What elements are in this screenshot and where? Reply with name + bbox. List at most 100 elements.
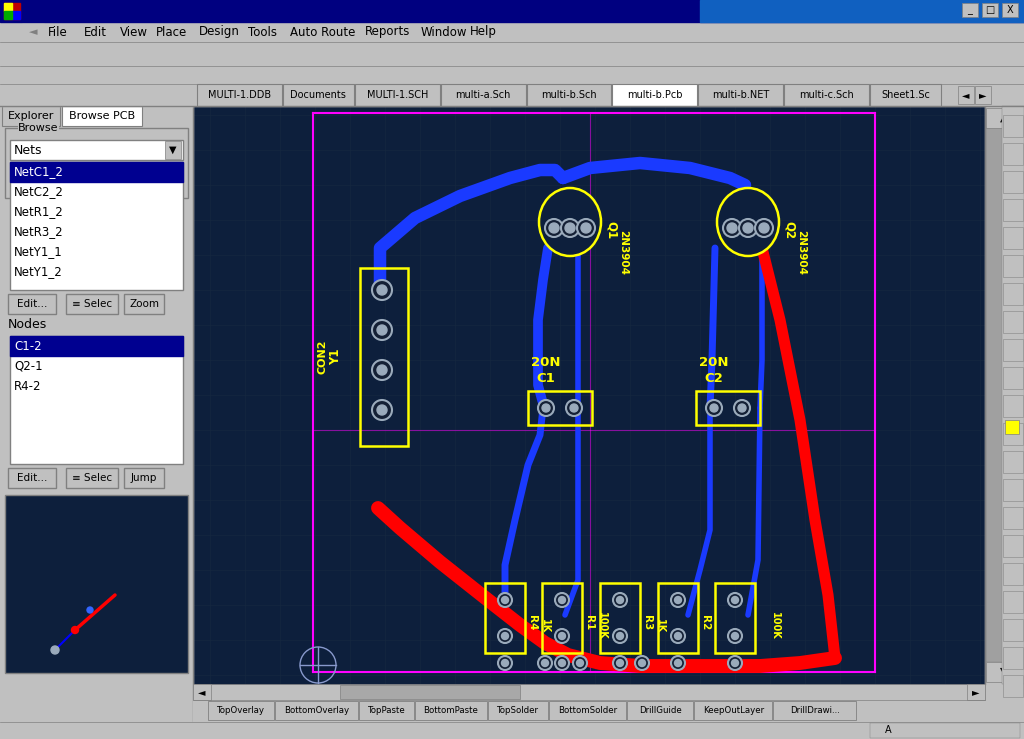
Bar xyxy=(10,336,183,356)
Bar xyxy=(986,128,1022,662)
Bar xyxy=(197,84,282,106)
Bar xyxy=(4,3,12,11)
Circle shape xyxy=(613,593,627,607)
Bar xyxy=(0,722,1024,739)
Text: File: File xyxy=(48,26,68,38)
Text: Nets: Nets xyxy=(14,143,43,157)
Circle shape xyxy=(555,593,569,607)
Text: ►: ► xyxy=(979,90,987,100)
Text: NetC1_2: NetC1_2 xyxy=(14,166,63,179)
Text: CON2: CON2 xyxy=(317,340,327,374)
Circle shape xyxy=(613,629,627,643)
Bar xyxy=(869,84,941,106)
Text: NetY1_2: NetY1_2 xyxy=(14,265,62,279)
Bar xyxy=(485,583,525,653)
Text: X: X xyxy=(1007,5,1014,15)
Text: A: A xyxy=(885,725,892,735)
Bar xyxy=(1002,479,1023,501)
Text: KeepOutLayer: KeepOutLayer xyxy=(702,706,764,715)
Text: BottomOverlay: BottomOverlay xyxy=(284,706,349,715)
Circle shape xyxy=(728,656,742,670)
Bar xyxy=(526,84,611,106)
Bar xyxy=(0,106,193,739)
Text: NetR1_2: NetR1_2 xyxy=(14,205,63,219)
Text: 20N: 20N xyxy=(531,355,561,369)
Circle shape xyxy=(502,659,509,667)
Bar xyxy=(1002,283,1023,305)
Bar xyxy=(658,583,698,653)
Circle shape xyxy=(731,659,738,667)
Circle shape xyxy=(616,596,624,604)
Bar xyxy=(1002,451,1023,473)
Bar xyxy=(8,294,56,314)
Text: Edit...: Edit... xyxy=(16,473,47,483)
Bar xyxy=(773,701,856,720)
Text: 2N3904: 2N3904 xyxy=(796,230,806,274)
Circle shape xyxy=(565,223,575,233)
Text: TopPaste: TopPaste xyxy=(368,706,406,715)
Bar xyxy=(165,141,181,159)
Bar xyxy=(1002,367,1023,389)
Bar xyxy=(4,3,20,19)
Bar xyxy=(612,84,697,106)
Circle shape xyxy=(549,223,559,233)
Text: Y1: Y1 xyxy=(330,349,342,365)
Bar xyxy=(1002,675,1023,697)
Text: R4-2: R4-2 xyxy=(14,380,42,392)
Circle shape xyxy=(616,633,624,639)
Text: multi-b.Sch: multi-b.Sch xyxy=(542,90,597,100)
Bar xyxy=(10,162,183,290)
Text: Browse: Browse xyxy=(18,123,58,133)
Bar xyxy=(600,583,640,653)
Text: 100K: 100K xyxy=(597,612,607,640)
Circle shape xyxy=(577,659,584,667)
Bar xyxy=(124,468,164,488)
Circle shape xyxy=(542,659,549,667)
Text: ►: ► xyxy=(972,687,980,697)
Circle shape xyxy=(671,629,685,643)
Circle shape xyxy=(377,285,387,295)
Circle shape xyxy=(545,219,563,237)
Text: ▲: ▲ xyxy=(999,113,1009,123)
Bar xyxy=(715,583,755,653)
Text: MULTI-1.SCH: MULTI-1.SCH xyxy=(367,90,428,100)
Circle shape xyxy=(613,656,627,670)
Bar xyxy=(340,685,520,699)
Bar xyxy=(1002,423,1023,445)
Ellipse shape xyxy=(539,188,601,256)
Bar xyxy=(698,84,783,106)
Bar xyxy=(4,11,12,19)
Circle shape xyxy=(577,219,595,237)
Text: View: View xyxy=(120,26,148,38)
Bar xyxy=(986,662,1022,682)
Circle shape xyxy=(710,404,718,412)
Bar xyxy=(1002,311,1023,333)
Bar xyxy=(0,66,1024,84)
Bar xyxy=(1002,563,1023,585)
Text: Documents: Documents xyxy=(291,90,346,100)
Bar xyxy=(528,391,592,425)
Text: Browse PCB: Browse PCB xyxy=(69,111,135,121)
Bar xyxy=(193,700,985,722)
Text: Q1: Q1 xyxy=(605,221,618,239)
Bar xyxy=(193,684,211,700)
Bar xyxy=(982,3,998,17)
Circle shape xyxy=(723,219,741,237)
Circle shape xyxy=(377,365,387,375)
Text: Nodes: Nodes xyxy=(8,319,47,332)
Bar xyxy=(12,11,20,19)
Circle shape xyxy=(706,400,722,416)
Circle shape xyxy=(502,633,509,639)
Text: Explorer: Explorer xyxy=(8,111,54,121)
Bar xyxy=(66,468,118,488)
Circle shape xyxy=(51,646,59,654)
Bar xyxy=(1002,143,1023,165)
Text: C1: C1 xyxy=(537,372,555,384)
Text: NetR3_2: NetR3_2 xyxy=(14,225,63,239)
Bar xyxy=(542,583,582,653)
Bar xyxy=(1002,507,1023,529)
Text: 100K: 100K xyxy=(770,612,780,640)
Text: R2: R2 xyxy=(700,616,710,630)
Circle shape xyxy=(555,656,569,670)
Bar xyxy=(985,106,1024,684)
